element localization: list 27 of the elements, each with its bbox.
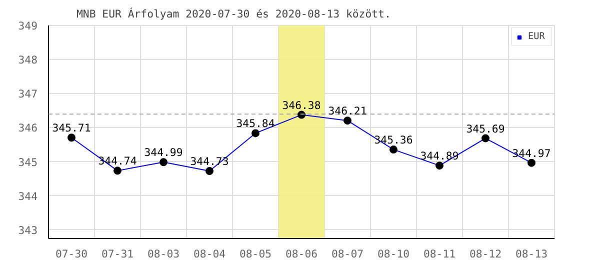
data-label: 346.21	[328, 104, 367, 118]
y-tick-label: 349	[18, 20, 38, 32]
x-tick-label: 08-03	[147, 248, 180, 260]
chart-title: MNB EUR Árfolyam 2020-07-30 és 2020-08-13 között.	[76, 8, 391, 20]
data-label: 345.69	[466, 122, 505, 136]
data-label: 345.84	[236, 117, 275, 130]
x-tick-label: 08-10	[377, 248, 410, 260]
data-label: 344.97	[512, 146, 551, 160]
x-tick-label: 08-05	[239, 248, 272, 260]
x-tick-label: 08-12	[469, 248, 502, 260]
y-tick-label: 345	[18, 156, 38, 169]
y-tick-label: 343	[18, 224, 38, 237]
x-tick-label: 07-31	[101, 248, 134, 260]
y-tick-label: 347	[18, 88, 38, 101]
x-tick-label: 08-04	[193, 248, 226, 260]
x-tick-label: 08-11	[423, 248, 456, 260]
x-tick-label: 08-06	[285, 248, 318, 260]
x-tick-label: 07-30	[55, 248, 88, 260]
data-label: 344.99	[144, 146, 183, 160]
y-tick-label: 344	[18, 190, 38, 203]
legend-label: EUR	[528, 31, 546, 42]
data-label: 345.71	[52, 122, 91, 135]
x-tick-label: 08-13	[515, 248, 548, 260]
y-tick-label: 348	[18, 54, 38, 67]
data-label: 346.38	[282, 98, 321, 112]
x-tick-label: 08-07	[331, 248, 364, 260]
y-tick-label: 346	[18, 122, 38, 135]
